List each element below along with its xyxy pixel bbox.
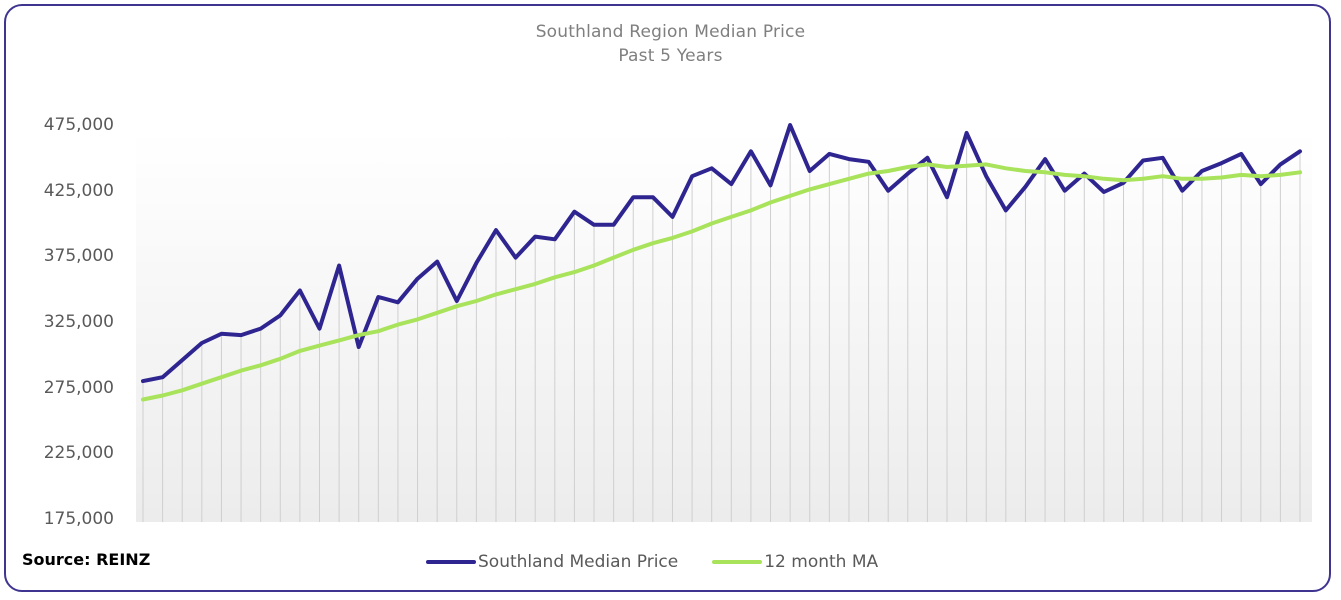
drop-lines bbox=[142, 125, 1301, 522]
y-tick-label: 425,000 bbox=[43, 181, 114, 201]
chart-subtitle: Past 5 Years bbox=[618, 46, 723, 66]
y-tick-label: 175,000 bbox=[43, 509, 114, 529]
legend-item-median-price: Southland Median Price bbox=[426, 552, 678, 572]
series-line-moving-average bbox=[141, 162, 1302, 402]
series-line-median-price bbox=[141, 123, 1302, 384]
legend-label-moving-average: 12 month MA bbox=[764, 552, 879, 572]
y-tick-label: 225,000 bbox=[43, 443, 114, 463]
series-lines bbox=[141, 123, 1302, 402]
legend-item-moving-average: 12 month MA bbox=[712, 552, 878, 572]
chart-title: Southland Region Median Price bbox=[535, 22, 806, 42]
y-tick-label: 375,000 bbox=[43, 246, 114, 266]
legend: Southland Median Price 12 month MA bbox=[426, 552, 912, 572]
legend-label-median-price: Southland Median Price bbox=[478, 552, 679, 572]
plot-background bbox=[136, 130, 1312, 522]
legend-swatch-median-price bbox=[426, 560, 476, 564]
legend-swatch-moving-average bbox=[712, 560, 763, 564]
y-tick-label: 475,000 bbox=[43, 115, 114, 135]
y-tick-label: 275,000 bbox=[43, 378, 114, 398]
source-note: Source: REINZ bbox=[22, 550, 151, 569]
y-tick-label: 325,000 bbox=[43, 312, 114, 332]
